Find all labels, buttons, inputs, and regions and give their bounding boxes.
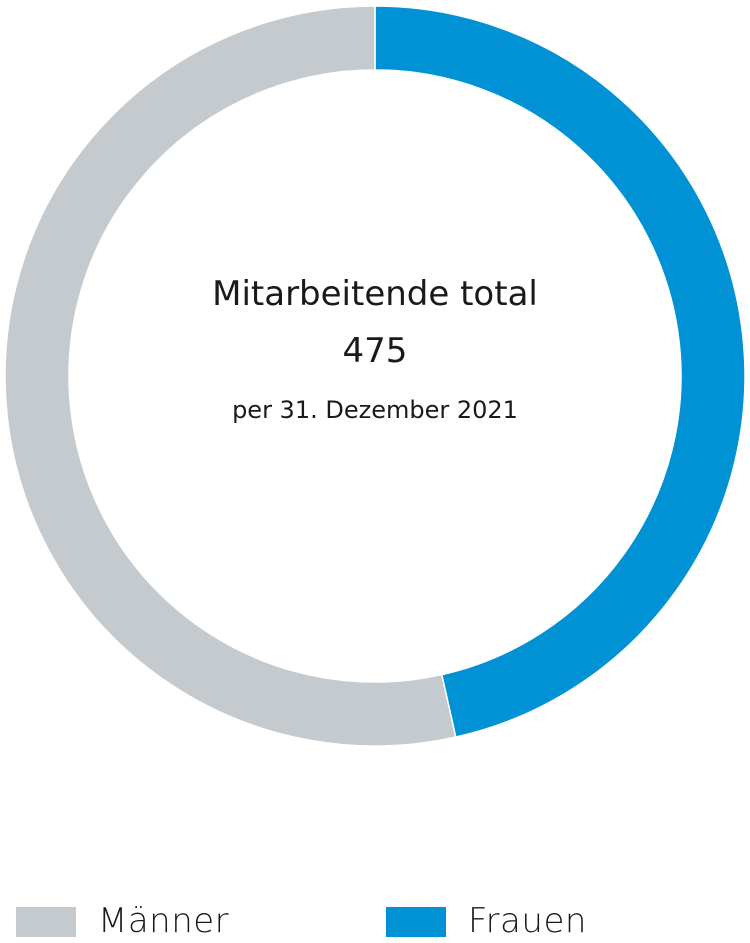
center-label: Mitarbeitende total [212,274,538,314]
legend-label-frauen: Frauen [468,901,587,941]
legend: Männer Frauen [0,900,750,943]
legend-swatch-frauen [386,906,446,937]
donut-slice-maenner [4,5,457,747]
donut-chart: Mitarbeitende total 475 per 31. Dezember… [4,5,746,747]
legend-item-maenner: Männer [16,900,229,943]
center-date-note: per 31. Dezember 2021 [232,396,518,424]
legend-swatch-maenner [16,906,76,937]
legend-label-maenner: Männer [98,901,230,941]
legend-item-frauen: Frauen [386,900,587,943]
center-total-value: 475 [343,331,408,371]
donut-slice-frauen [374,5,746,738]
